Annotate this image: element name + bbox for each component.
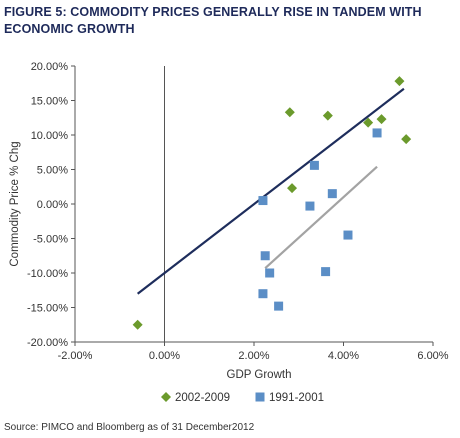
data-point-2002-2009 [394,76,405,87]
y-tick-label: -10.00% [27,268,68,280]
data-point-2002-2009 [287,183,298,194]
trendlines-group [136,87,405,295]
x-tick-label: -2.00% [58,350,93,362]
data-point-2002-2009 [363,117,374,128]
y-tick-label: 20.00% [31,61,69,73]
legend-label-1991-2001: 1991-2001 [269,392,324,404]
data-point-2002-2009 [376,114,387,125]
data-point-1991-2001 [274,301,284,311]
data-point-2002-2009 [401,134,412,145]
axes-group: 20.00% 15.00% 10.00% 5.00% 0.00% -5.00% -10.00… [9,61,449,381]
data-point-2002-2009 [322,110,333,121]
data-point-1991-2001 [258,289,268,299]
legend-marker-1991-2001 [255,392,265,402]
legend-marker-2002-2009 [161,392,171,402]
data-point-1991-2001 [372,128,382,138]
trendline-2002-2009 [136,87,405,295]
legend-label-2002-2009: 2002-2009 [175,392,230,404]
y-tick-label: -5.00% [33,234,68,246]
data-point-1991-2001 [321,267,331,277]
x-tick-label: 4.00% [328,350,359,362]
chart-title: FIGURE 5: COMMODITY PRICES GENERALLY RIS… [4,5,422,36]
x-tick-label: 2.00% [238,350,269,362]
legend: 2002-2009 1991-2001 [161,392,324,404]
source-note: Source: PIMCO and Bloomberg as of 31 Dec… [4,422,255,433]
y-tick-label: -15.00% [27,303,68,315]
data-point-1991-2001 [258,196,268,206]
y-tick-label: 5.00% [37,165,68,177]
data-point-2002-2009 [132,319,143,330]
x-tick-label: 6.00% [417,350,448,362]
data-point-1991-2001 [309,160,319,170]
data-point-2002-2009 [284,107,295,118]
trendline-1991-2001 [264,165,378,269]
data-point-1991-2001 [260,251,270,261]
y-axis-title: Commodity Price % Chg [9,141,21,266]
data-point-1991-2001 [327,189,337,199]
y-tick-label: 10.00% [31,130,69,142]
data-point-1991-2001 [343,230,353,240]
data-point-1991-2001 [305,201,315,211]
y-tick-label: 0.00% [37,199,68,211]
data-point-1991-2001 [265,268,275,278]
y-tick-label: -20.00% [27,337,68,349]
x-tick-label: 0.00% [149,350,180,362]
x-axis-title: GDP Growth [227,369,292,381]
y-tick-label: 15.00% [31,96,69,108]
points-group [132,76,412,330]
